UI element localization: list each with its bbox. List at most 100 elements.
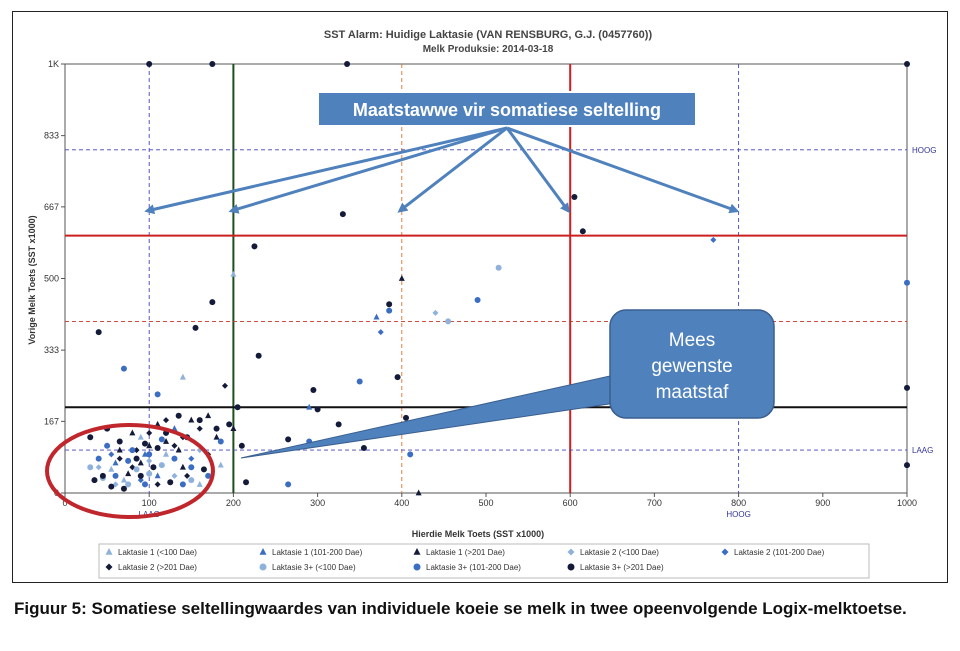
- data-point: [171, 442, 178, 449]
- legend-label: Laktasie 2 (<100 Dae): [580, 548, 659, 557]
- data-point: [179, 373, 186, 380]
- data-point: [120, 476, 127, 483]
- data-point: [904, 61, 910, 67]
- chart-subtitle: Melk Produksie: 2014-03-18: [423, 44, 554, 55]
- legend-label: Laktasie 1 (<100 Dae): [118, 548, 197, 557]
- data-point: [226, 421, 233, 428]
- data-point: [116, 438, 123, 445]
- callout-box-line: maatstaf: [656, 382, 730, 403]
- data-point: [125, 457, 132, 464]
- data-point: [209, 299, 216, 306]
- data-point: [710, 236, 717, 243]
- x-tick-label: 900: [815, 498, 830, 508]
- data-point: [188, 477, 195, 484]
- x-tick-label: 1000: [897, 498, 917, 508]
- data-point: [137, 459, 144, 466]
- data-point: [356, 378, 363, 385]
- data-point: [310, 387, 317, 394]
- data-point: [91, 477, 98, 484]
- legend-marker: [567, 563, 575, 571]
- chart-frame: SST Alarm: Huidige Laktasie (VAN RENSBUR…: [12, 11, 948, 583]
- data-point: [386, 307, 393, 314]
- data-point: [87, 464, 94, 471]
- series-7: [95, 279, 910, 488]
- data-point: [188, 464, 195, 471]
- data-point: [125, 470, 132, 477]
- data-point: [238, 442, 245, 449]
- data-point: [104, 442, 111, 449]
- x-tick-label: 800: [731, 498, 746, 508]
- x-tick-label: 100: [142, 498, 157, 508]
- data-point: [407, 451, 414, 458]
- legend-label: Laktasie 3+ (<100 Dae): [272, 563, 356, 572]
- data-point: [158, 462, 165, 469]
- callout-arrow: [506, 126, 740, 214]
- data-point: [146, 61, 153, 67]
- data-point: [95, 329, 102, 336]
- data-point: [175, 412, 182, 419]
- data-point: [200, 466, 207, 473]
- data-point: [255, 352, 262, 359]
- data-point: [213, 425, 220, 432]
- legend-box: [98, 543, 870, 579]
- data-point: [125, 481, 132, 488]
- legend: Laktasie 1 (<100 Dae) Laktasie 1 (101-200…: [98, 543, 870, 579]
- data-point: [137, 433, 144, 440]
- data-point: [377, 329, 384, 336]
- scatter-chart: SST Alarm: Huidige Laktasie (VAN RENSBUR…: [27, 29, 936, 579]
- legend-label: Laktasie 2 (>201 Dae): [118, 563, 197, 572]
- x-tick-label: 200: [226, 498, 241, 508]
- series-8: [87, 61, 910, 492]
- data-point: [394, 374, 401, 381]
- series-0: [108, 270, 237, 487]
- data-point: [116, 455, 123, 462]
- legend-marker: [413, 563, 421, 571]
- callout-arrow: [397, 126, 508, 213]
- data-point: [163, 417, 170, 424]
- data-point: [221, 382, 228, 389]
- data-point: [154, 444, 161, 451]
- y-tick-label: 833: [44, 131, 59, 141]
- legend-label: Laktasie 1 (>201 Dae): [426, 548, 505, 557]
- data-point: [108, 451, 115, 458]
- data-point: [188, 455, 195, 462]
- data-point: [163, 450, 170, 457]
- data-point: [129, 429, 136, 436]
- data-point: [196, 425, 203, 432]
- data-point: [95, 455, 102, 462]
- data-point: [196, 417, 203, 424]
- y-tick-label: 500: [44, 274, 59, 284]
- data-point: [335, 421, 342, 428]
- data-point: [217, 438, 224, 445]
- data-point: [129, 447, 136, 454]
- data-point: [120, 365, 127, 372]
- legend-label: Laktasie 3+ (101-200 Dae): [426, 563, 521, 572]
- y-tick-label: 167: [44, 416, 59, 426]
- data-point: [285, 436, 292, 443]
- data-point: [146, 470, 153, 477]
- data-point: [415, 489, 422, 496]
- data-point: [217, 461, 224, 468]
- right-threshold-label: LAAG: [912, 446, 933, 455]
- data-point: [192, 324, 199, 331]
- data-point: [432, 309, 439, 316]
- data-point: [403, 414, 410, 421]
- data-point: [163, 438, 170, 444]
- y-tick-label: 333: [44, 345, 59, 355]
- data-point: [474, 296, 481, 303]
- legend-marker: [259, 563, 267, 571]
- legend-marker: [567, 548, 575, 556]
- data-point: [133, 447, 140, 454]
- x-tick-label: 500: [478, 498, 493, 508]
- data-point: [339, 211, 346, 218]
- legend-label: Laktasie 2 (101-200 Dae): [734, 548, 825, 557]
- data-point: [154, 472, 161, 479]
- x-tick-label: 0: [62, 498, 67, 508]
- callout-box-right: [609, 309, 775, 419]
- callout-arrow: [505, 127, 570, 214]
- chart-title: SST Alarm: Huidige Laktasie (VAN RENSBUR…: [324, 29, 653, 41]
- data-point: [150, 464, 157, 471]
- data-point: [141, 440, 148, 447]
- data-point: [108, 483, 115, 490]
- data-point: [179, 481, 186, 488]
